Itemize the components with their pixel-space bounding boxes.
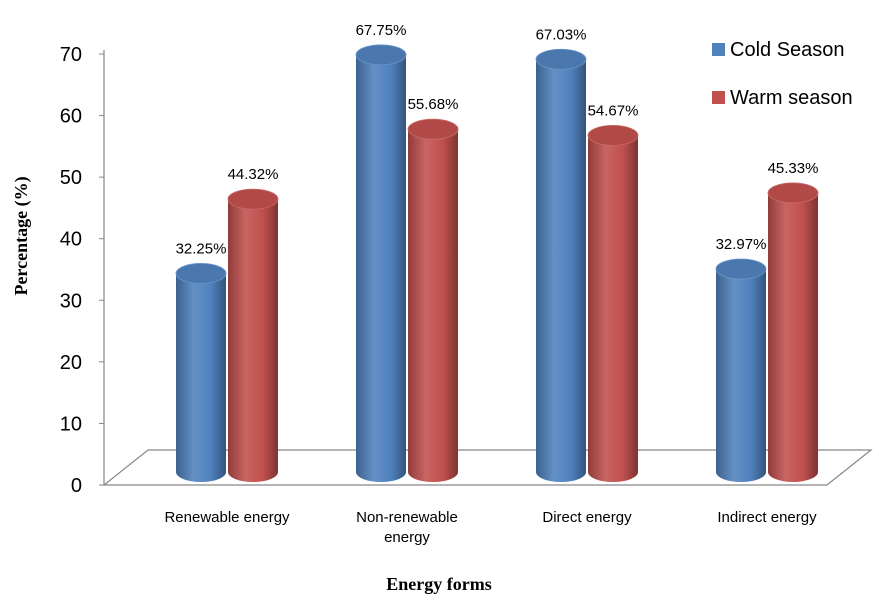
x-axis-title: Energy forms [386,574,491,594]
legend-item-warm: Warm season [712,87,853,109]
data-label: 67.03% [536,26,587,43]
bar-top [355,44,407,66]
x-tick-label: Non-renewable energy [356,509,458,546]
legend-item-cold: Cold Season [712,39,845,61]
y-tick-label: 70 [60,44,82,66]
data-label: 32.97% [716,236,767,253]
bar-top [407,118,459,140]
y-tick-label: 40 [60,229,82,251]
legend-swatch [712,91,725,104]
y-tick-label: 10 [60,413,82,435]
x-tick-label: Direct energy [542,509,632,526]
bar-body [176,273,226,482]
y-tick-label: 50 [60,167,82,189]
bar-cold-1 [355,44,407,482]
legend-swatch [712,43,725,56]
bar-body [716,268,766,482]
bar-top [175,263,227,284]
bar-cold-2 [535,48,587,482]
bar-cold-0 [175,263,227,482]
bar-body [768,192,818,482]
legend-label: Cold Season [730,39,845,61]
bar-body [408,129,458,482]
bar-body [228,199,278,483]
y-tick-label: 20 [60,352,82,374]
chart-floor [102,449,873,486]
bar-body [536,59,586,482]
bar-warm-2 [587,124,639,482]
y-axis-title: Percentage (%) [11,176,32,295]
data-label: 44.32% [228,166,279,183]
y-tick-label: 60 [60,106,82,128]
bar-top [767,182,819,204]
bar-warm-3 [767,182,819,482]
bar-body [588,135,638,482]
bar-top [587,124,639,146]
legend-label: Warm season [730,87,853,109]
data-label: 67.75% [356,22,407,39]
x-tick-label: Renewable energy [164,509,290,526]
bar-warm-0 [227,188,279,483]
y-tick-label: 0 [71,475,82,497]
bar-body [356,54,406,482]
data-label: 54.67% [588,102,639,119]
data-label: 55.68% [408,96,459,113]
x-tick-label: Indirect energy [717,509,817,526]
bar-top [227,188,279,210]
data-label: 32.25% [176,240,227,257]
bar-cold-3 [715,258,767,482]
bar-top [535,48,587,70]
y-tick-label: 30 [60,290,82,312]
bar-warm-1 [407,118,459,482]
data-label: 45.33% [768,160,819,177]
bar-top [715,258,767,280]
